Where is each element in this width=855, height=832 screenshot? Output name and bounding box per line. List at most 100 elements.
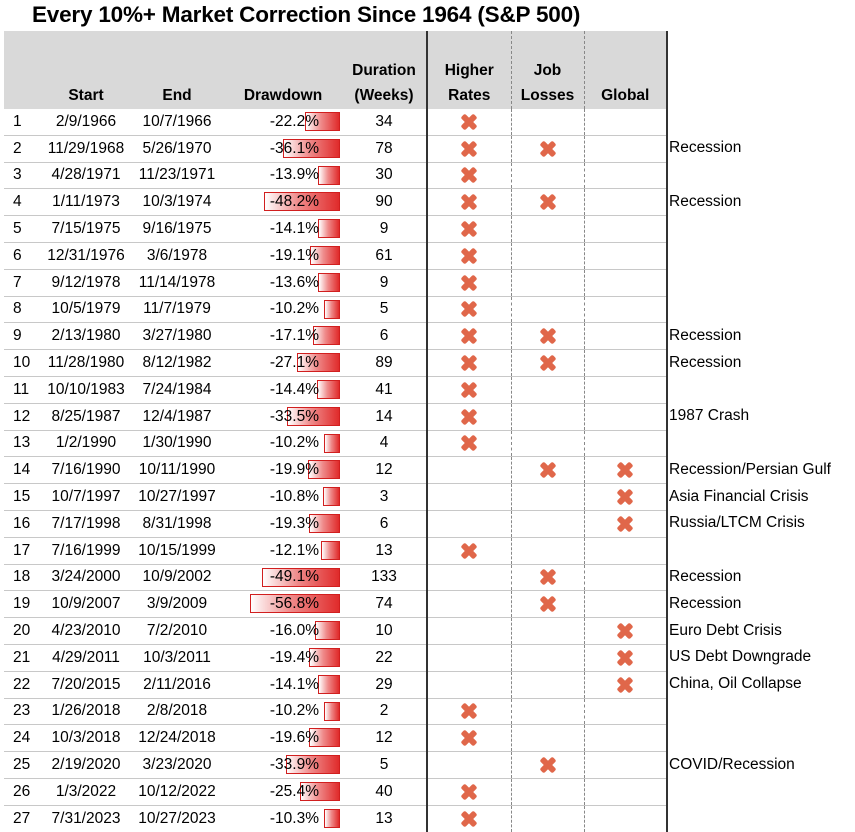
duration-weeks: 29 (342, 671, 427, 699)
table-row: 15 10/7/1997 10/27/1997 -10.8% 3 (4, 483, 668, 511)
drawdown-value: -25.4% (269, 782, 319, 800)
x-mark-icon (459, 701, 479, 721)
start-date: 10/7/1997 (42, 483, 130, 511)
drawdown-bar (308, 460, 340, 480)
global-cell (583, 698, 668, 726)
end-date: 9/16/1975 (130, 215, 224, 243)
row-index: 18 (4, 564, 42, 592)
end-date: 11/7/1979 (130, 296, 224, 324)
drawdown-cell: -25.4% (224, 778, 342, 806)
job-losses-cell (510, 644, 584, 672)
x-mark-icon (459, 433, 479, 453)
higher-rates-cell (426, 215, 511, 243)
row-index: 4 (4, 188, 42, 217)
table-row: 5 7/15/1975 9/16/1975 -14.1% 9 (4, 215, 668, 243)
row-note: COVID/Recession (669, 755, 795, 773)
job-losses-cell (510, 564, 584, 592)
end-date: 8/31/1998 (130, 510, 224, 538)
row-index: 5 (4, 215, 42, 243)
table-row: 1 2/9/1966 10/7/1966 -22.2% 34 (4, 109, 668, 136)
x-mark-icon (459, 165, 479, 185)
table-row: 27 7/31/2023 10/27/2023 -10.3% 13 (4, 805, 668, 832)
drawdown-value: -13.9% (269, 166, 319, 184)
job-losses-cell (510, 724, 584, 753)
drawdown-value: -19.1% (269, 246, 319, 264)
start-date: 10/9/2007 (42, 590, 130, 619)
table-row: 23 1/26/2018 2/8/2018 -10.2% 2 (4, 698, 668, 726)
x-mark-icon (459, 112, 479, 132)
drawdown-cell: -19.6% (224, 724, 342, 753)
drawdown-value: -19.4% (269, 648, 319, 666)
drawdown-bar (300, 781, 340, 801)
drawdown-bar (283, 138, 340, 158)
drawdown-bar (305, 112, 340, 131)
duration-weeks: 4 (342, 430, 427, 458)
row-index: 13 (4, 430, 42, 458)
global-cell (583, 162, 668, 190)
global-cell (583, 109, 668, 136)
row-index: 3 (4, 162, 42, 190)
drawdown-cell: -12.1% (224, 537, 342, 565)
start-date: 1/26/2018 (42, 698, 130, 726)
global-cell (583, 349, 668, 377)
header-duration: Duration (Weeks) (342, 31, 427, 109)
row-index: 26 (4, 778, 42, 806)
header-higher-rates-line1: Higher (444, 62, 494, 79)
job-losses-cell (510, 296, 584, 324)
duration-weeks: 41 (342, 376, 427, 404)
duration-weeks: 9 (342, 215, 427, 243)
drawdown-cell: -33.9% (224, 751, 342, 779)
drawdown-bar (287, 406, 340, 426)
end-date: 10/27/2023 (138, 809, 216, 827)
duration-weeks: 78 (342, 135, 427, 163)
drawdown-cell: -13.6% (224, 269, 342, 297)
global-cell (583, 564, 668, 592)
drawdown-value: -49.1% (269, 568, 319, 586)
row-index: 23 (4, 698, 42, 726)
x-mark-icon (538, 460, 558, 480)
global-cell (583, 403, 668, 431)
job-losses-cell (510, 778, 584, 806)
drawdown-value: -56.8% (269, 595, 319, 613)
higher-rates-cell (426, 162, 511, 190)
duration-weeks: 6 (342, 322, 427, 351)
page-title: Every 10%+ Market Correction Since 1964 … (32, 2, 581, 27)
duration-weeks: 9 (342, 269, 427, 297)
end-date: 10/15/1999 (130, 537, 224, 565)
job-losses-cell (510, 162, 584, 190)
table-row: 4 1/11/1973 10/3/1974 -48.2% 90 (4, 188, 668, 217)
table-row: 13 1/2/1990 1/30/1990 -10.2% 4 (4, 430, 668, 458)
higher-rates-cell (426, 617, 511, 645)
drawdown-cell: -10.2% (224, 296, 342, 324)
start-date: 10/10/1983 (42, 376, 130, 404)
drawdown-cell: -19.1% (224, 242, 342, 270)
row-index: 8 (4, 296, 42, 324)
job-losses-cell (510, 537, 584, 565)
table-row: 7 9/12/1978 11/14/1978 -13.6% 9 (4, 269, 668, 297)
global-cell (583, 751, 668, 779)
x-mark-icon (459, 782, 479, 802)
job-losses-cell (510, 376, 584, 404)
drawdown-value: -10.2% (269, 300, 319, 318)
global-cell (583, 671, 668, 699)
job-losses-cell (510, 510, 584, 538)
drawdown-bar (321, 540, 340, 560)
higher-rates-cell (426, 376, 511, 404)
drawdown-value: -33.5% (269, 407, 319, 425)
global-cell (583, 242, 668, 270)
header-duration-line1: Duration (352, 62, 416, 79)
drawdown-bar (309, 513, 340, 533)
job-losses-cell (510, 188, 584, 217)
drawdown-cell: -14.1% (224, 215, 342, 243)
drawdown-bar (309, 728, 340, 748)
table-row: 8 10/5/1979 11/7/1979 -10.2% 5 (4, 296, 668, 324)
job-losses-cell (510, 483, 584, 511)
drawdown-bar (324, 299, 340, 319)
global-cell (583, 215, 668, 243)
table-body: 1 2/9/1966 10/7/1966 -22.2% 34 2 11/29/1968 5/2… (4, 109, 668, 832)
header-row: Start End Drawdown Duration (Weeks) High… (4, 31, 668, 109)
duration-weeks: 12 (342, 724, 427, 753)
drawdown-cell: -49.1% (224, 564, 342, 592)
duration-weeks: 34 (342, 109, 427, 136)
end-date: 10/7/1966 (130, 109, 224, 136)
